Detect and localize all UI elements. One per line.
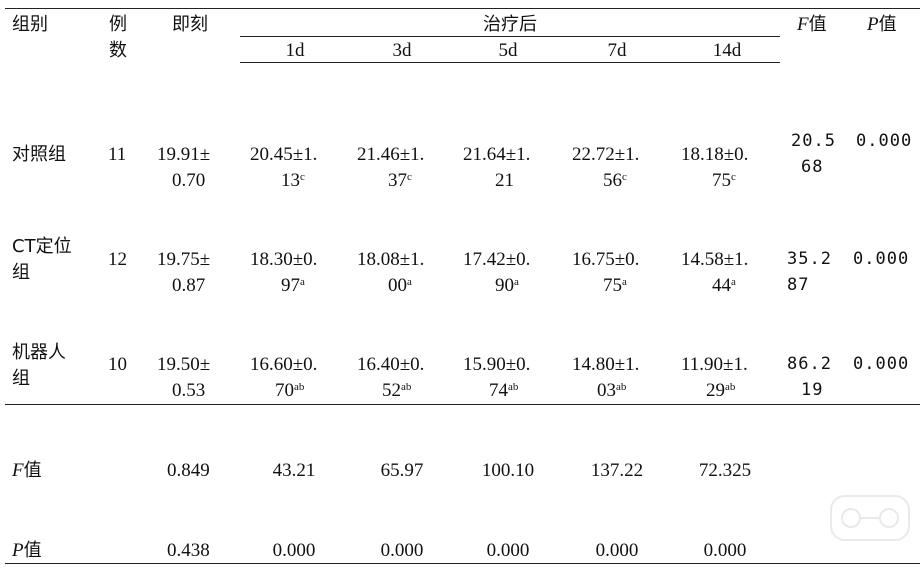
p-row-d1: 0.000 xyxy=(272,540,316,561)
p-row-d5: 0.000 xyxy=(486,540,530,561)
row-ct-p: 0.000 xyxy=(853,249,910,269)
row-robot-d14-1: 11.90±1. xyxy=(681,354,748,375)
row-control-f-1: 20.5 xyxy=(791,131,836,151)
f-row-d1: 43.21 xyxy=(272,460,316,481)
header-after-treatment: 治疗后 xyxy=(483,14,537,35)
row-robot-d7-1: 14.80±1. xyxy=(572,354,640,375)
row-control-p: 0.000 xyxy=(856,131,913,151)
row-robot-d3-1: 16.40±0. xyxy=(357,354,425,375)
row-control-d3-1: 21.46±1. xyxy=(357,144,425,165)
row-control-d14-2: 75c xyxy=(712,170,736,191)
row-control-f-2: 68 xyxy=(801,157,824,177)
header-n-line1: 例 xyxy=(109,14,127,35)
header-f-value: F值 xyxy=(797,12,827,37)
row-robot-group-2: 组 xyxy=(12,368,30,389)
header-p-suffix: 值 xyxy=(878,14,897,35)
f-row-d7: 137.22 xyxy=(590,460,644,481)
p-row-d3: 0.000 xyxy=(380,540,424,561)
row-ct-d5-1: 17.42±0. xyxy=(463,249,531,270)
row-robot-n: 10 xyxy=(108,354,127,375)
row-ct-f-2: 87 xyxy=(787,275,810,295)
row-control-d1-2: 13c xyxy=(281,170,305,191)
row-control-d5-2: 21 xyxy=(495,170,514,191)
table-top-rule xyxy=(5,8,920,9)
header-n-line2: 数 xyxy=(109,40,127,61)
row-robot-immediate-2: 0.53 xyxy=(172,380,206,401)
f-row-label: F值 xyxy=(12,458,42,483)
row-robot-immediate-1: 19.50± xyxy=(157,354,211,375)
row-robot-d5-1: 15.90±0. xyxy=(463,354,531,375)
row-control-d5-1: 21.64±1. xyxy=(463,144,531,165)
row-control-d3-2: 37c xyxy=(388,170,412,191)
row-control-immediate-1: 19.91± xyxy=(157,144,211,165)
header-immediate: 即刻 xyxy=(172,14,208,35)
row-robot-p: 0.000 xyxy=(853,354,910,374)
row-ct-immediate-2: 0.87 xyxy=(172,275,206,296)
header-p-value: P值 xyxy=(867,12,897,37)
row-control-immediate-2: 0.70 xyxy=(172,170,206,191)
watermark-logo-icon xyxy=(830,495,910,541)
f-row-letter: F xyxy=(12,460,24,481)
header-day-7: 7d xyxy=(607,40,627,61)
row-ct-group-1: CT定位 xyxy=(12,236,72,257)
f-row-suffix: 值 xyxy=(23,460,42,481)
row-control-d1-1: 20.45±1. xyxy=(250,144,318,165)
row-ct-f-1: 35.2 xyxy=(787,249,832,269)
row-ct-n: 12 xyxy=(108,249,127,270)
row-control-d7-1: 22.72±1. xyxy=(572,144,640,165)
row-ct-d7-2: 75a xyxy=(603,275,627,296)
row-robot-group-1: 机器人 xyxy=(12,342,66,363)
header-day-rule xyxy=(240,62,780,63)
row-robot-d1-1: 16.60±0. xyxy=(250,354,318,375)
row-ct-d3-2: 00a xyxy=(388,275,412,296)
row-control-d7-2: 56c xyxy=(603,170,627,191)
p-row-letter: P xyxy=(12,540,24,561)
f-row-immediate: 0.849 xyxy=(167,460,210,481)
row-control-n: 11 xyxy=(108,144,127,165)
row-robot-f-2: 19 xyxy=(801,380,824,400)
row-ct-d1-1: 18.30±0. xyxy=(250,249,318,270)
p-row-label: P值 xyxy=(12,538,42,563)
p-row-immediate: 0.438 xyxy=(167,540,210,561)
row-control-d14-1: 18.18±0. xyxy=(681,144,749,165)
header-day-1: 1d xyxy=(285,40,305,61)
p-row-d14: 0.000 xyxy=(703,540,747,561)
row-ct-d14-1: 14.58±1. xyxy=(681,249,749,270)
row-ct-d5-2: 90a xyxy=(495,275,519,296)
header-day-3: 3d xyxy=(392,40,412,61)
row-ct-d7-1: 16.75±0. xyxy=(572,249,640,270)
row-robot-d14-2: 29ab xyxy=(706,380,736,401)
row-robot-d7-2: 03ab xyxy=(597,380,627,401)
row-robot-d1-2: 70ab xyxy=(275,380,305,401)
f-row-d3: 65.97 xyxy=(380,460,424,481)
row-robot-f-1: 86.2 xyxy=(787,354,832,374)
row-control-group: 对照组 xyxy=(12,144,66,165)
table-bottom-rule xyxy=(5,563,920,564)
row-ct-immediate-1: 19.75± xyxy=(157,249,211,270)
header-f-letter: F xyxy=(797,14,809,35)
row-ct-d1-2: 97a xyxy=(281,275,305,296)
row-robot-d5-2: 74ab xyxy=(489,380,519,401)
header-sub-rule xyxy=(240,36,780,37)
header-f-suffix: 值 xyxy=(808,14,827,35)
f-row-d5: 100.10 xyxy=(481,460,535,481)
header-p-letter: P xyxy=(867,14,879,35)
row-ct-d3-1: 18.08±1. xyxy=(357,249,425,270)
row-robot-d3-2: 52ab xyxy=(382,380,412,401)
row-ct-group-2: 组 xyxy=(12,262,30,283)
row-ct-d14-2: 44a xyxy=(712,275,736,296)
header-day-14: 14d xyxy=(712,40,742,61)
p-row-suffix: 值 xyxy=(23,540,42,561)
table-mid-rule xyxy=(5,404,920,405)
header-group: 组别 xyxy=(12,14,48,35)
p-row-d7: 0.000 xyxy=(595,540,639,561)
header-day-5: 5d xyxy=(498,40,518,61)
f-row-d14: 72.325 xyxy=(698,460,752,481)
